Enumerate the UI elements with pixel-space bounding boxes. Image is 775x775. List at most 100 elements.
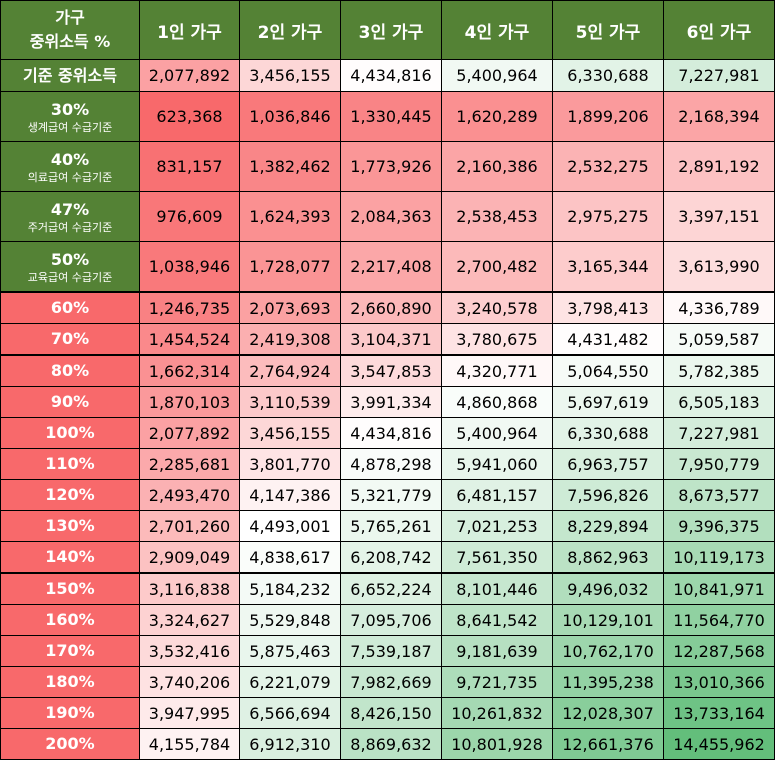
table-cell: 8,229,894: [552, 510, 664, 542]
table-cell: 4,860,868: [441, 386, 553, 418]
table-row: 70% 1,454,524 2,419,308 3,104,371 3,780,675 4…: [0, 323, 775, 356]
table-cell: 2,700,482: [441, 241, 553, 293]
table-cell: 4,434,816: [340, 417, 442, 449]
corner-header: 가구 중위소득 %: [0, 0, 140, 60]
table-cell: 3,947,995: [139, 697, 240, 729]
table-cell: 2,891,192: [663, 141, 775, 192]
table-cell: 3,532,416: [139, 635, 240, 667]
row-header: 200%: [0, 728, 140, 760]
row-header-label: 70%: [50, 329, 90, 348]
row-header: 180%: [0, 666, 140, 698]
row-header: 50% 교육급여 수급기준: [0, 241, 140, 293]
table-cell: 1,899,206: [552, 91, 664, 142]
row-header: 30% 생계급여 수급기준: [0, 91, 140, 142]
row-header: 기준 중위소득: [0, 59, 140, 92]
table-cell: 7,982,669: [340, 666, 442, 698]
row-header-label: 80%: [50, 361, 90, 380]
table-cell: 3,547,853: [340, 354, 442, 387]
table-row: 120% 2,493,470 4,147,386 5,321,779 6,481,157…: [0, 479, 775, 511]
table-cell: 2,660,890: [340, 291, 442, 324]
table-cell: 3,456,155: [239, 417, 341, 449]
table-cell: 10,119,173: [663, 541, 775, 574]
table-row: 170% 3,532,416 5,875,463 7,539,187 9,181,639…: [0, 635, 775, 667]
table-cell: 4,147,386: [239, 479, 341, 511]
table-cell: 2,909,049: [139, 541, 240, 574]
header-row: 가구 중위소득 % 1인 가구 2인 가구 3인 가구 4인 가구 5인 가구 …: [0, 0, 775, 60]
row-header-sublabel: 의료급여 수급기준: [27, 171, 113, 184]
column-header-6: 6인 가구: [663, 0, 775, 60]
table-cell: 3,104,371: [340, 323, 442, 356]
table-cell: 2,077,892: [139, 59, 240, 92]
table-cell: 12,028,307: [552, 697, 664, 729]
table-cell: 2,217,408: [340, 241, 442, 293]
table-cell: 831,157: [139, 141, 240, 192]
row-header-label: 130%: [45, 516, 95, 535]
row-header-label: 100%: [45, 423, 95, 442]
table-cell: 6,330,688: [552, 417, 664, 449]
table-cell: 9,396,375: [663, 510, 775, 542]
table-row: 80% 1,662,314 2,764,924 3,547,853 4,320,771 5…: [0, 354, 775, 387]
table-cell: 3,397,151: [663, 191, 775, 242]
row-header-label: 160%: [45, 610, 95, 629]
table-cell: 4,878,298: [340, 448, 442, 480]
table-cell: 8,673,577: [663, 479, 775, 511]
table-cell: 8,862,963: [552, 541, 664, 574]
table-cell: 7,539,187: [340, 635, 442, 667]
table-cell: 3,240,578: [441, 291, 553, 324]
table-row: 130% 2,701,260 4,493,001 5,765,261 7,021,253…: [0, 510, 775, 542]
row-header-label: 30%: [50, 100, 90, 119]
table-cell: 9,181,639: [441, 635, 553, 667]
table-cell: 2,493,470: [139, 479, 240, 511]
table-cell: 14,455,962: [663, 728, 775, 760]
row-header: 90%: [0, 386, 140, 418]
table-cell: 10,261,832: [441, 697, 553, 729]
table-cell: 4,431,482: [552, 323, 664, 356]
table-cell: 1,036,846: [239, 91, 341, 142]
corner-header-line1: 가구: [55, 8, 85, 27]
table-cell: 10,129,101: [552, 604, 664, 636]
table-cell: 7,021,253: [441, 510, 553, 542]
table-cell: 3,780,675: [441, 323, 553, 356]
column-header-1: 1인 가구: [139, 0, 240, 60]
table-cell: 7,596,826: [552, 479, 664, 511]
table-row: 150% 3,116,838 5,184,232 6,652,224 8,101,446…: [0, 572, 775, 605]
row-header-label: 40%: [50, 150, 90, 169]
table-cell: 8,101,446: [441, 572, 553, 605]
table-cell: 7,095,706: [340, 604, 442, 636]
table-cell: 623,368: [139, 91, 240, 142]
row-header-label: 110%: [45, 454, 95, 473]
row-header: 80%: [0, 354, 140, 387]
row-header: 150%: [0, 572, 140, 605]
row-header-label: 200%: [45, 734, 95, 753]
row-header: 130%: [0, 510, 140, 542]
table-row: 190% 3,947,995 6,566,694 8,426,150 10,261,83…: [0, 697, 775, 729]
table-row: 160% 3,324,627 5,529,848 7,095,706 8,641,542…: [0, 604, 775, 636]
table-cell: 5,875,463: [239, 635, 341, 667]
table-cell: 5,697,619: [552, 386, 664, 418]
row-header: 100%: [0, 417, 140, 449]
table-cell: 10,841,971: [663, 572, 775, 605]
table-cell: 4,493,001: [239, 510, 341, 542]
row-header-label: 50%: [50, 250, 90, 269]
row-header-sublabel: 생계급여 수급기준: [27, 121, 113, 134]
table-cell: 2,160,386: [441, 141, 553, 192]
table-cell: 5,941,060: [441, 448, 553, 480]
table-cell: 6,330,688: [552, 59, 664, 92]
table-row: 110% 2,285,681 3,801,770 4,878,298 5,941,060…: [0, 448, 775, 480]
table-cell: 4,320,771: [441, 354, 553, 387]
table-cell: 6,963,757: [552, 448, 664, 480]
table-cell: 4,838,617: [239, 541, 341, 574]
table-cell: 1,330,445: [340, 91, 442, 142]
row-header-label: 47%: [50, 200, 90, 219]
column-header-5: 5인 가구: [552, 0, 664, 60]
table-cell: 2,285,681: [139, 448, 240, 480]
table-cell: 3,116,838: [139, 572, 240, 605]
table-cell: 6,912,310: [239, 728, 341, 760]
table-row: 50% 교육급여 수급기준 1,038,946 1,728,077 2,217,408 2…: [0, 241, 775, 293]
table-cell: 3,740,206: [139, 666, 240, 698]
table-cell: 8,869,632: [340, 728, 442, 760]
table-cell: 6,481,157: [441, 479, 553, 511]
row-header-label: 150%: [45, 579, 95, 598]
row-header: 60%: [0, 291, 140, 324]
table-cell: 3,613,990: [663, 241, 775, 293]
